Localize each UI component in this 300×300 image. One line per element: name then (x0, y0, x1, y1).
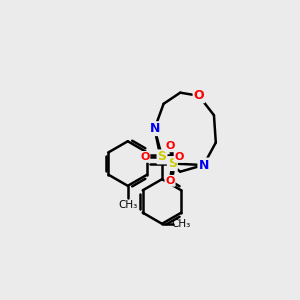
Text: O: O (165, 141, 175, 151)
Text: S: S (158, 150, 166, 164)
Text: N: N (149, 122, 160, 135)
Text: CH₃: CH₃ (171, 219, 191, 229)
Text: N: N (198, 158, 209, 172)
Text: CH₃: CH₃ (118, 200, 137, 210)
Text: O: O (140, 152, 149, 162)
Text: O: O (194, 89, 204, 102)
Text: S: S (168, 157, 177, 170)
Text: O: O (165, 176, 175, 186)
Text: O: O (175, 152, 184, 162)
